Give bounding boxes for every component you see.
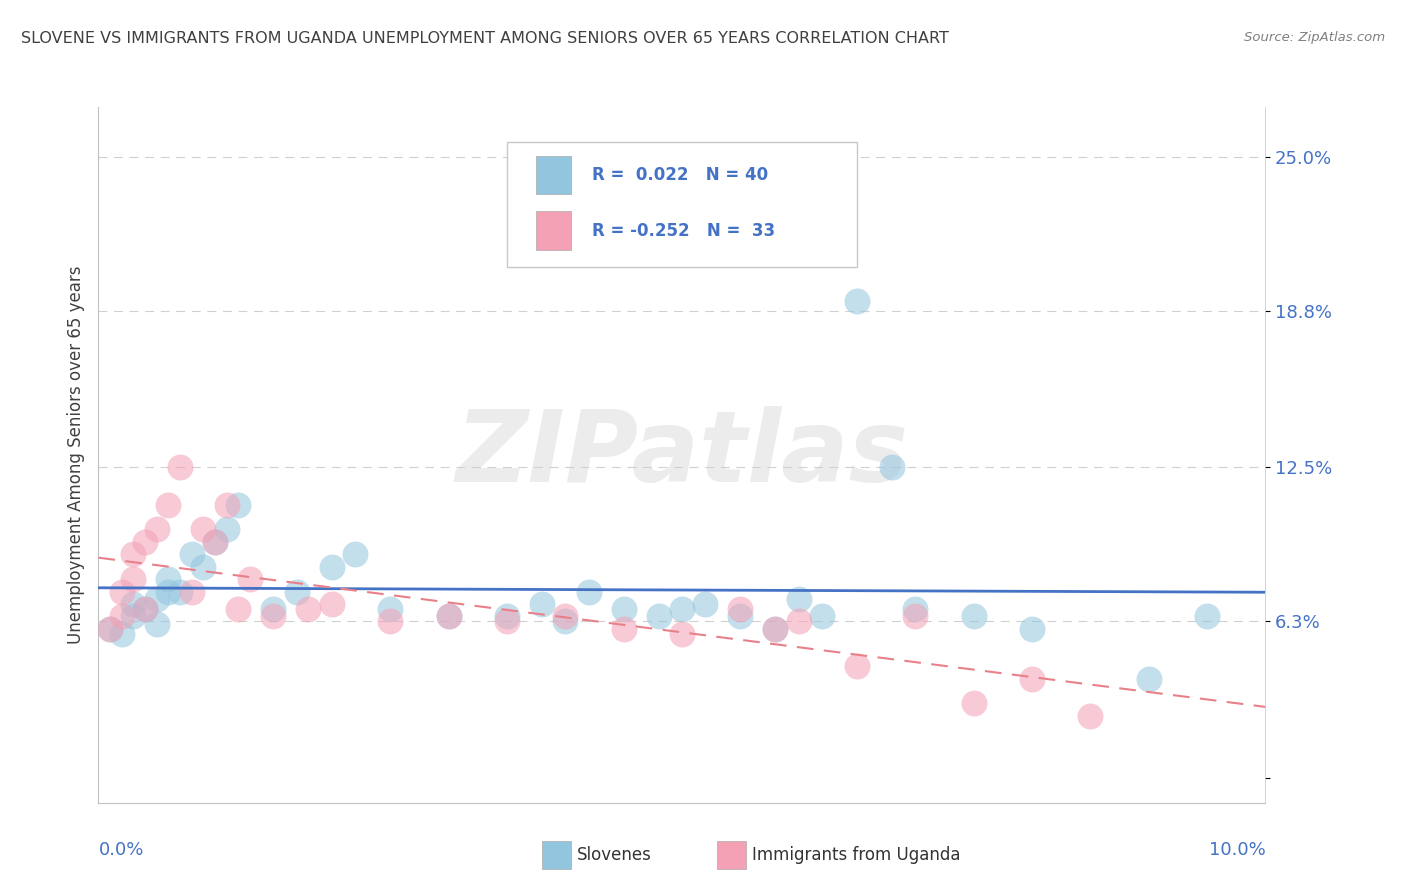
Point <box>157 498 180 512</box>
Point <box>169 584 191 599</box>
Text: 0.0%: 0.0% <box>98 841 143 859</box>
Point <box>730 602 752 616</box>
Point <box>530 597 553 611</box>
Point <box>215 498 238 512</box>
Point <box>204 534 226 549</box>
Point <box>157 584 180 599</box>
Point <box>647 609 669 624</box>
Text: Immigrants from Uganda: Immigrants from Uganda <box>752 846 960 864</box>
Point <box>215 523 238 537</box>
Text: R = -0.252   N =  33: R = -0.252 N = 33 <box>592 221 775 240</box>
Point <box>380 602 402 616</box>
Point <box>180 584 202 599</box>
Point <box>297 602 319 616</box>
Point <box>671 602 693 616</box>
Point <box>285 584 308 599</box>
Point <box>437 609 460 624</box>
Point <box>344 547 367 561</box>
Point <box>228 602 250 616</box>
Point <box>1195 609 1218 624</box>
Point <box>111 609 134 624</box>
Point <box>380 615 402 629</box>
Point <box>122 597 145 611</box>
Point <box>111 584 134 599</box>
Point <box>169 460 191 475</box>
Point <box>1137 672 1160 686</box>
Point <box>262 609 284 624</box>
Point <box>134 602 156 616</box>
Bar <box>536 156 571 194</box>
Text: Source: ZipAtlas.com: Source: ZipAtlas.com <box>1244 31 1385 45</box>
Text: Slovenes: Slovenes <box>576 846 652 864</box>
Bar <box>541 841 571 869</box>
Point <box>1021 622 1043 636</box>
Text: R =  0.022   N = 40: R = 0.022 N = 40 <box>592 166 768 184</box>
Point <box>180 547 202 561</box>
Point <box>122 609 145 624</box>
Point <box>321 597 343 611</box>
Point <box>787 592 810 607</box>
Point <box>695 597 717 611</box>
Point <box>554 615 576 629</box>
Point <box>612 622 634 636</box>
Point <box>228 498 250 512</box>
Point <box>193 559 215 574</box>
Point <box>111 627 134 641</box>
Point <box>671 627 693 641</box>
Point <box>880 460 903 475</box>
Point <box>578 584 600 599</box>
Point <box>204 534 226 549</box>
Point <box>122 547 145 561</box>
Point <box>612 602 634 616</box>
Point <box>122 572 145 586</box>
Point <box>811 609 834 624</box>
Point <box>239 572 262 586</box>
Point <box>157 572 180 586</box>
Bar <box>717 841 747 869</box>
Point <box>98 622 121 636</box>
Point <box>146 592 169 607</box>
Point <box>962 697 984 711</box>
Text: ZIPatlas: ZIPatlas <box>456 407 908 503</box>
Point <box>904 609 927 624</box>
Point <box>262 602 284 616</box>
Text: SLOVENE VS IMMIGRANTS FROM UGANDA UNEMPLOYMENT AMONG SENIORS OVER 65 YEARS CORRE: SLOVENE VS IMMIGRANTS FROM UGANDA UNEMPL… <box>21 31 949 46</box>
Point <box>846 293 869 308</box>
Point <box>787 615 810 629</box>
Point <box>554 609 576 624</box>
Point <box>1080 708 1102 723</box>
Point <box>134 534 156 549</box>
Point <box>1021 672 1043 686</box>
Point <box>962 609 984 624</box>
Point <box>904 602 927 616</box>
FancyBboxPatch shape <box>508 142 858 267</box>
Point <box>496 615 519 629</box>
Point <box>496 609 519 624</box>
Point <box>98 622 121 636</box>
Point <box>763 622 786 636</box>
Y-axis label: Unemployment Among Seniors over 65 years: Unemployment Among Seniors over 65 years <box>66 266 84 644</box>
Point <box>134 602 156 616</box>
Bar <box>536 211 571 250</box>
Point <box>763 622 786 636</box>
Point <box>846 659 869 673</box>
Point <box>730 609 752 624</box>
Text: 10.0%: 10.0% <box>1209 841 1265 859</box>
Point <box>321 559 343 574</box>
Point <box>146 523 169 537</box>
Point <box>193 523 215 537</box>
Point <box>146 616 169 631</box>
Point <box>437 609 460 624</box>
